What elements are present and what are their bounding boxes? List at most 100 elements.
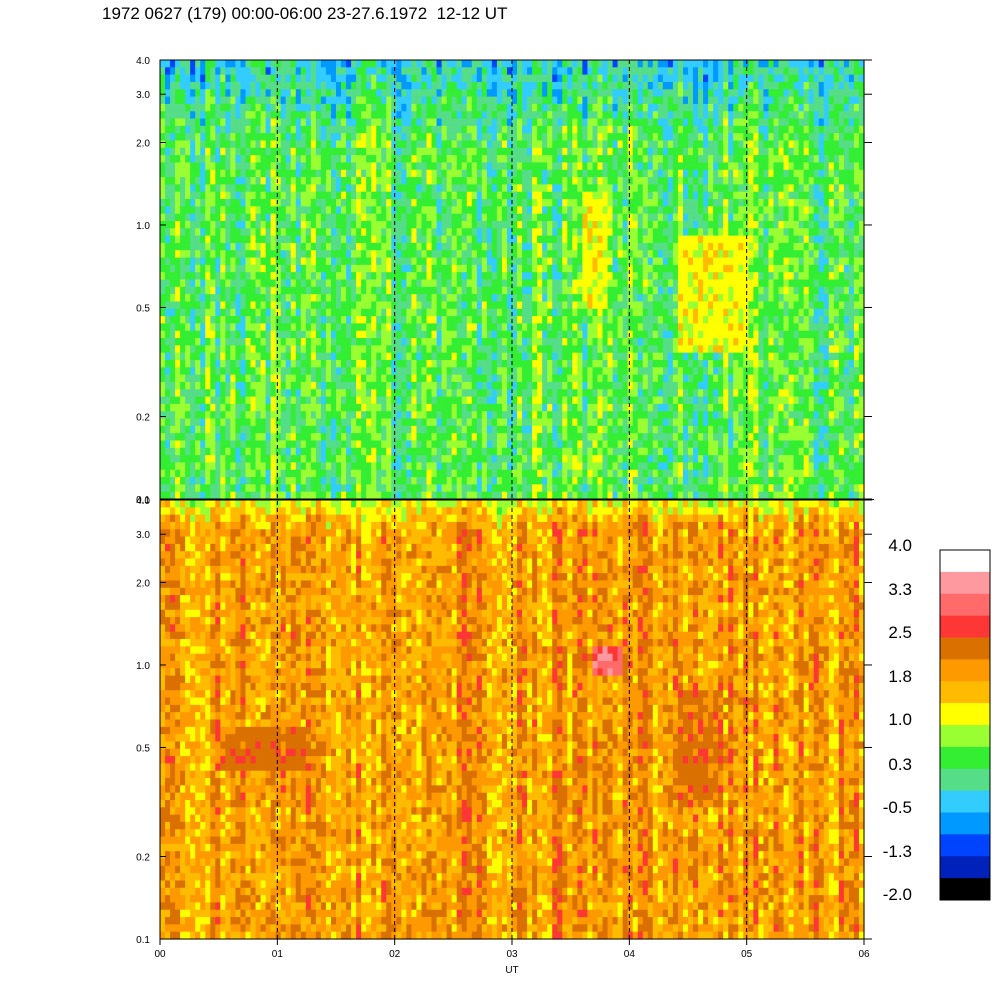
- heatmap-cell: [250, 250, 257, 259]
- heatmap-cell: [486, 206, 493, 215]
- heatmap-cell: [190, 411, 196, 420]
- heatmap-cell: [496, 147, 503, 156]
- heatmap-cell: [325, 447, 332, 456]
- heatmap-cell: [300, 345, 307, 354]
- heatmap-cell: [200, 330, 206, 339]
- heatmap-cell: [180, 264, 186, 273]
- heatmap-cell: [471, 264, 478, 273]
- heatmap-cell: [441, 381, 448, 390]
- heatmap-cell: [351, 264, 357, 273]
- heatmap-cell: [200, 242, 206, 251]
- heatmap-cell: [230, 359, 237, 368]
- heatmap-cell: [245, 301, 252, 310]
- heatmap-cell: [170, 140, 176, 149]
- heatmap-cell: [330, 374, 337, 383]
- heatmap-cell: [376, 103, 382, 112]
- heatmap-cell: [537, 491, 543, 500]
- heatmap-cell: [501, 67, 508, 76]
- heatmap-cell: [245, 455, 252, 464]
- heatmap-cell: [205, 411, 211, 420]
- heatmap-cell: [446, 286, 453, 295]
- heatmap-cell: [577, 162, 583, 171]
- heatmap-cell: [527, 162, 533, 171]
- heatmap-cell: [562, 67, 568, 76]
- heatmap-cell: [517, 469, 523, 478]
- heatmap-cell: [456, 177, 463, 185]
- heatmap-cell: [386, 133, 392, 142]
- heatmap-cell: [270, 155, 277, 164]
- heatmap-cell: [512, 103, 518, 112]
- heatmap-cell: [491, 74, 498, 83]
- heatmap-cell: [255, 440, 262, 449]
- heatmap-cell: [185, 242, 191, 251]
- heatmap-cell: [195, 220, 201, 229]
- heatmap-cell: [320, 111, 327, 120]
- heatmap-cell: [265, 111, 272, 120]
- heatmap-cell: [225, 330, 231, 339]
- heatmap-cell: [275, 440, 282, 449]
- heatmap-cell: [421, 264, 428, 273]
- heatmap-cell: [165, 301, 171, 310]
- heatmap-cell: [537, 103, 543, 112]
- heatmap-cell: [275, 359, 282, 368]
- heatmap-cell: [461, 250, 468, 259]
- heatmap-cell: [305, 286, 312, 295]
- heatmap-cell: [441, 60, 448, 68]
- heatmap-cell: [165, 191, 171, 200]
- heatmap-cell: [537, 133, 543, 142]
- heatmap-cell: [451, 242, 458, 251]
- heatmap-cell: [371, 220, 377, 229]
- heatmap-cell: [180, 381, 186, 390]
- heatmap-cell: [572, 155, 578, 164]
- heatmap-cell: [552, 206, 558, 215]
- heatmap-cell: [170, 484, 176, 493]
- heatmap-cell: [305, 484, 312, 493]
- heatmap-cell: [547, 418, 553, 427]
- heatmap-cell: [305, 301, 312, 310]
- heatmap-cell: [361, 396, 367, 405]
- heatmap-cell: [250, 133, 257, 142]
- heatmap-cell: [451, 462, 458, 471]
- heatmap-cell: [235, 477, 242, 485]
- heatmap-cell: [486, 272, 493, 281]
- heatmap-cell: [240, 74, 247, 83]
- heatmap-cell: [381, 411, 387, 420]
- heatmap-cell: [325, 440, 332, 449]
- heatmap-cell: [356, 440, 362, 449]
- heatmap-cell: [537, 425, 543, 434]
- heatmap-cell: [567, 316, 573, 324]
- heatmap-cell: [486, 425, 493, 434]
- heatmap-cell: [401, 330, 407, 339]
- heatmap-cell: [180, 184, 186, 193]
- heatmap-cell: [401, 155, 407, 164]
- heatmap-cell: [361, 345, 367, 354]
- heatmap-cell: [506, 140, 513, 149]
- heatmap-cell: [532, 118, 538, 127]
- heatmap-cell: [230, 389, 237, 398]
- heatmap-cell: [416, 213, 423, 222]
- heatmap-cell: [436, 359, 443, 368]
- heatmap-cell: [356, 89, 362, 98]
- heatmap-cell: [486, 447, 493, 456]
- heatmap-cell: [265, 67, 272, 76]
- heatmap-cell: [436, 235, 443, 244]
- heatmap-cell: [341, 381, 347, 390]
- heatmap-cell: [501, 294, 508, 303]
- heatmap-cell: [290, 279, 297, 288]
- heatmap-cell: [527, 323, 533, 332]
- heatmap-cell: [185, 272, 191, 281]
- heatmap-cell: [421, 308, 428, 317]
- heatmap-cell: [446, 374, 453, 383]
- heatmap-cell: [275, 250, 282, 259]
- heatmap-cell: [532, 367, 538, 376]
- heatmap-cell: [215, 169, 221, 178]
- heatmap-cell: [466, 286, 473, 295]
- heatmap-cell: [406, 162, 413, 171]
- heatmap-cell: [481, 359, 488, 368]
- heatmap-cell: [441, 338, 448, 346]
- heatmap-cell: [336, 455, 342, 464]
- heatmap-cell: [557, 396, 563, 405]
- heatmap-cell: [451, 323, 458, 332]
- heatmap-cell: [356, 484, 362, 493]
- heatmap-cell: [522, 411, 528, 420]
